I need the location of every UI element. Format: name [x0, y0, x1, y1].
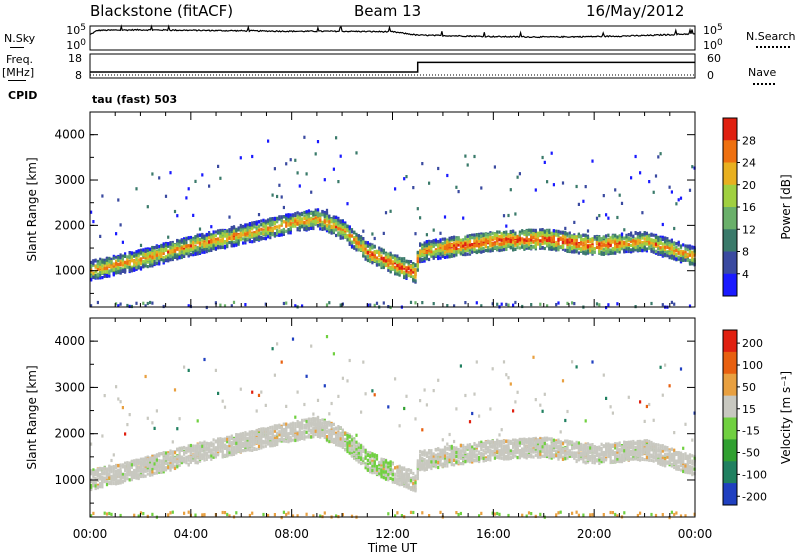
nsearch-label: N.Search [746, 30, 796, 43]
power-colorbar-segment [723, 273, 737, 297]
nave-label: Nave [748, 66, 777, 79]
power-ytick-label: 1000 [54, 264, 85, 278]
velocity-colorbar-label: 200 [742, 337, 763, 350]
power-colorbar-label: 16 [742, 201, 756, 214]
nave-line [753, 83, 775, 85]
velocity-colorbar-segment [723, 373, 737, 397]
velocity-colorbar-segment [723, 395, 737, 418]
velocity-colorbar-label: -200 [742, 490, 767, 503]
velocity-colorbar-label: 15 [742, 403, 756, 416]
power-colorbar-segment [723, 140, 737, 163]
velocity-ytick-label: 4000 [54, 334, 85, 348]
velocity-colorbar-label: -15 [742, 425, 760, 438]
freq-tick-low: 8 [75, 69, 82, 82]
velocity-xtick-label: 04:00 [174, 527, 209, 541]
cpid-value: tau (fast) 503 [92, 93, 178, 106]
velocity-ytick-label: 3000 [54, 380, 85, 394]
noise-tick-left-low: 100 [66, 38, 86, 52]
velocity-colorbar-frame [722, 329, 738, 506]
power-colorbar-segment [723, 118, 737, 141]
nsky-label: N.Sky [4, 32, 36, 45]
freq-tick-high: 18 [68, 52, 82, 65]
velocity-colorbar-segment [723, 461, 737, 484]
power-colorbar-label: 4 [742, 268, 749, 281]
velocity-colorbar-segment [723, 417, 737, 440]
power-ylabel: Slant Range [km] [25, 157, 39, 261]
velocity-xtick-label: 00:00 [73, 527, 108, 541]
velocity-colorbar-segment [723, 483, 737, 506]
power-colorbar-label: 8 [742, 246, 749, 259]
velocity-ytick-label: 2000 [54, 427, 85, 441]
noise-tick-right-high: 105 [703, 23, 723, 37]
velocity-xtick-label: 16:00 [476, 527, 511, 541]
velocity-frame [89, 317, 696, 518]
beam-title: Beam 13 [354, 2, 422, 20]
power-colorbar-title: Power [dB] [779, 174, 793, 239]
velocity-colorbar-label: -50 [742, 447, 760, 460]
cpid-label: CPID [8, 89, 38, 102]
colorbars: 4 8 12 16 20 24 28 Power [dB] 200 100 50 15 -15 -50 -1… [722, 117, 793, 506]
power-colorbar-label: 28 [742, 134, 756, 147]
noise-panel-frame [89, 25, 696, 51]
power-ytick-label: 4000 [54, 128, 85, 142]
power-colorbar-segment [723, 229, 737, 252]
power-ytick-label: 3000 [54, 173, 85, 187]
power-colorbar-label: 24 [742, 157, 756, 170]
station-title: Blackstone (fitACF) [90, 2, 234, 20]
velocity-colorbar-label: -100 [742, 468, 767, 481]
velocity-colorbar-label: 100 [742, 359, 763, 372]
velocity-ylabel: Slant Range [km] [25, 365, 39, 469]
power-ytick-label: 2000 [54, 218, 85, 232]
nsky-series-line [89, 24, 696, 39]
power-colorbar-label: 20 [742, 179, 756, 192]
velocity-xtick-label: 12:00 [375, 527, 410, 541]
power-colorbar-segment [723, 251, 737, 275]
velocity-xtick-label: 08:00 [274, 527, 309, 541]
power-colorbar-segment [723, 207, 737, 230]
noise-tick-right-low: 100 [703, 38, 723, 52]
velocity-panel: 1000 2000 3000 4000 Slant Range [km] 00:00 04:… [25, 317, 713, 554]
nsearch-line [756, 46, 790, 48]
velocity-ytick-label: 1000 [54, 473, 85, 487]
power-frame [89, 111, 696, 308]
freq-label: Freq. [6, 53, 34, 66]
velocity-colorbar-title: Velocity [m s⁻¹] [779, 371, 793, 464]
velocity-xlabel: Time UT [367, 541, 418, 554]
nave-tick-low: 0 [707, 69, 714, 82]
velocity-colorbar-segment [723, 439, 737, 462]
velocity-cells [90, 335, 696, 520]
freq-series-line [90, 61, 695, 73]
power-cells [90, 135, 696, 310]
power-colorbar-label: 12 [742, 223, 756, 236]
velocity-colorbar-segment [723, 351, 737, 375]
velocity-xtick-label: 00:00 [678, 527, 713, 541]
freq-line [8, 80, 26, 81]
velocity-colorbar-segment [723, 330, 737, 353]
power-colorbar-segment [723, 184, 737, 208]
velocity-colorbar-label: 50 [742, 381, 756, 394]
freq-panel-frame [89, 53, 696, 79]
power-panel: 1000 2000 3000 4000 Slant Range [km] [25, 111, 696, 310]
noise-tick-left-high: 105 [66, 23, 86, 37]
date-title: 16/May/2012 [586, 2, 685, 20]
freq-unit-label: [MHz] [2, 66, 35, 79]
nsky-line [10, 47, 24, 48]
nave-tick-high: 60 [707, 52, 721, 65]
power-colorbar-segment [723, 162, 737, 186]
velocity-xtick-label: 20:00 [577, 527, 612, 541]
